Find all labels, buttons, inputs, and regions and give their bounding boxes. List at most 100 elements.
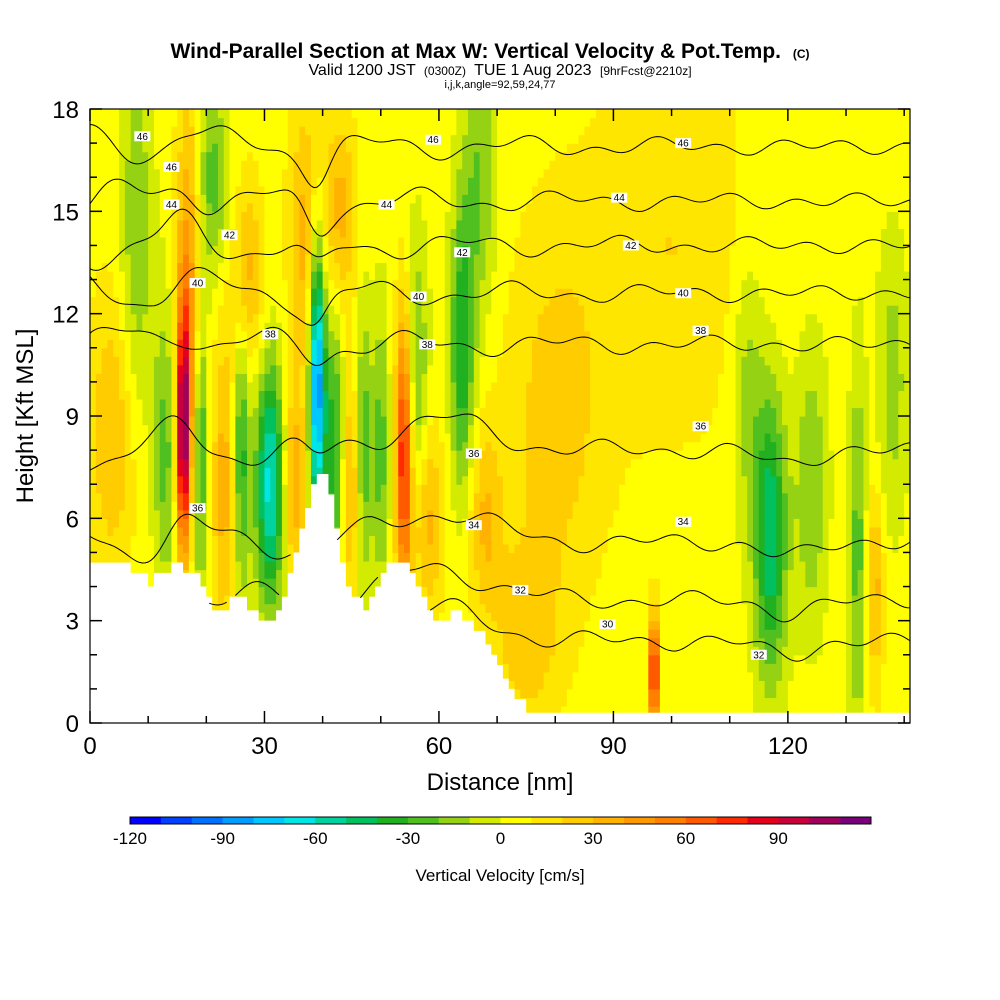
velocity-cell: [276, 424, 283, 434]
velocity-cell: [177, 364, 184, 374]
velocity-cell: [235, 407, 242, 417]
velocity-cell: [223, 288, 231, 298]
velocity-cell: [310, 236, 318, 247]
velocity-cell: [438, 526, 446, 536]
velocity-cell: [107, 458, 114, 468]
velocity-cell: [293, 211, 300, 221]
velocity-cell: [409, 177, 417, 187]
velocity-cell: [380, 560, 388, 571]
velocity-cell: [374, 484, 382, 494]
velocity-cell: [95, 518, 103, 528]
velocity-cell: [369, 279, 376, 289]
velocity-cell: [351, 202, 359, 212]
velocity-cell: [177, 424, 184, 434]
velocity-cell: [235, 347, 242, 357]
velocity-cell: [345, 356, 353, 366]
velocity-cell: [281, 578, 289, 588]
velocity-cell: [247, 347, 254, 357]
velocity-cell: [415, 475, 423, 485]
velocity-cell: [409, 109, 417, 119]
velocity-cell: [136, 407, 143, 417]
velocity-cell: [247, 339, 254, 349]
velocity-cell: [223, 475, 231, 485]
velocity-cell: [438, 347, 446, 357]
velocity-cell: [194, 535, 202, 545]
velocity-cell: [153, 143, 161, 153]
velocity-cell: [287, 560, 295, 571]
velocity-cell: [345, 143, 353, 153]
velocity-cell: [415, 305, 423, 315]
velocity-cell: [258, 185, 266, 195]
velocity-cell: [258, 126, 266, 136]
velocity-cell: [188, 126, 196, 136]
velocity-cell: [119, 211, 126, 221]
velocity-cell: [438, 339, 446, 349]
velocity-cell: [433, 373, 440, 383]
velocity-cell: [264, 117, 271, 127]
velocity-cell: [183, 322, 190, 332]
velocity-cell: [177, 245, 184, 255]
velocity-cell: [409, 433, 417, 443]
velocity-cell: [177, 134, 184, 144]
velocity-cell: [438, 296, 446, 306]
velocity-cell: [165, 526, 173, 536]
velocity-cell: [107, 450, 114, 460]
velocity-cell: [380, 236, 388, 247]
velocity-cell: [310, 339, 318, 349]
velocity-cell: [264, 262, 271, 272]
velocity-cell: [171, 467, 178, 477]
velocity-cell: [398, 228, 405, 238]
velocity-cell: [485, 126, 492, 136]
velocity-cell: [479, 433, 487, 443]
velocity-cell: [252, 535, 260, 545]
velocity-cell: [345, 509, 353, 519]
velocity-cell: [124, 134, 132, 144]
velocity-cell: [241, 117, 248, 127]
velocity-cell: [334, 509, 341, 519]
velocity-cell: [479, 595, 487, 605]
velocity-cell: [427, 160, 434, 170]
velocity-cell: [206, 219, 213, 229]
velocity-cell: [247, 356, 254, 366]
velocity-cell: [119, 450, 126, 460]
velocity-cell: [374, 236, 382, 247]
velocity-cell: [217, 467, 225, 477]
velocity-cell: [345, 160, 353, 170]
velocity-cell: [468, 578, 475, 588]
velocity-cell: [159, 560, 167, 571]
velocity-cell: [468, 441, 475, 451]
velocity-cell: [188, 518, 196, 528]
velocity-cell: [386, 407, 394, 417]
velocity-cell: [305, 458, 312, 468]
velocity-cell: [270, 322, 277, 332]
velocity-cell: [415, 467, 423, 477]
velocity-cell: [415, 492, 423, 502]
velocity-cell: [270, 109, 277, 119]
velocity-cell: [468, 177, 475, 187]
velocity-cell: [183, 134, 190, 144]
velocity-cell: [473, 441, 481, 451]
velocity-cell: [293, 484, 300, 494]
velocity-cell: [293, 219, 300, 229]
velocity-cell: [101, 109, 109, 119]
velocity-cell: [444, 501, 452, 511]
velocity-cell: [386, 347, 394, 357]
velocity-cell: [287, 543, 295, 554]
velocity-cell: [450, 424, 457, 434]
velocity-cell: [281, 160, 289, 170]
velocity-cell: [165, 177, 173, 187]
velocity-cell: [462, 168, 469, 178]
velocity-cell: [153, 160, 161, 170]
velocity-cell: [183, 484, 190, 494]
velocity-cell: [200, 416, 207, 426]
velocity-cell: [380, 305, 388, 315]
velocity-cell: [421, 552, 428, 562]
velocity-cell: [247, 313, 254, 323]
velocity-cell: [438, 202, 446, 212]
velocity-cell: [310, 245, 318, 255]
velocity-cell: [305, 416, 312, 426]
velocity-cell: [171, 126, 178, 136]
velocity-cell: [450, 569, 457, 579]
velocity-cell: [276, 518, 283, 528]
velocity-cell: [293, 236, 300, 247]
